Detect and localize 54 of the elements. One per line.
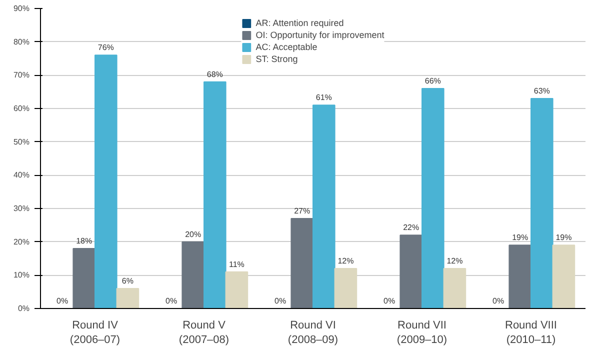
data-label: 20% — [185, 230, 202, 239]
bar — [72, 248, 96, 308]
data-label: 0% — [56, 296, 68, 306]
y-tick-label: 90% — [13, 4, 30, 13]
data-label: 61% — [316, 93, 332, 102]
legend-label: OI: Opportunity for improvement — [256, 30, 384, 40]
data-label: 0% — [274, 296, 286, 306]
y-tick-label: 70% — [13, 70, 30, 80]
bar — [182, 241, 204, 308]
data-label: 76% — [98, 43, 114, 52]
x-tick-label: Round VIII (2010–11) — [505, 320, 557, 346]
data-label: 66% — [424, 76, 441, 86]
bar — [225, 271, 248, 308]
data-label: 6% — [122, 276, 134, 286]
data-label: 0% — [384, 296, 396, 306]
bar — [443, 268, 466, 308]
data-label: 12% — [338, 256, 354, 266]
data-label: 0% — [492, 296, 504, 306]
data-label: 22% — [403, 223, 420, 232]
x-tick-label: Round VII (2009–10) — [396, 320, 448, 346]
y-tick-label: 20% — [13, 237, 30, 246]
bar — [552, 244, 576, 308]
y-tick-label: 50% — [13, 137, 30, 146]
y-tick-label: 30% — [13, 204, 30, 213]
legend-label: AR: Attention required — [256, 18, 344, 28]
bar — [290, 218, 314, 308]
data-label: 19% — [556, 233, 572, 242]
data-label: 12% — [446, 256, 463, 266]
bar — [312, 104, 336, 308]
bar — [508, 244, 532, 308]
data-label: 63% — [534, 86, 550, 96]
y-tick-label: 10% — [13, 270, 30, 280]
x-tick-label: Round V (2007–08) — [178, 320, 230, 346]
data-label: 11% — [228, 260, 244, 269]
data-label: 68% — [206, 70, 223, 79]
y-tick-label: 60% — [13, 104, 30, 113]
bar — [334, 268, 358, 308]
bar — [400, 234, 422, 308]
data-label: 27% — [294, 206, 310, 216]
bar — [116, 288, 140, 308]
data-label: 18% — [76, 236, 92, 246]
bar — [422, 88, 444, 308]
bar — [204, 81, 226, 308]
data-label: 0% — [166, 296, 178, 306]
legend-label: AC: Acceptable — [256, 42, 318, 52]
y-tick-label: 40% — [13, 170, 30, 180]
bar — [94, 54, 118, 308]
x-tick-label: Round IV (2006–07) — [70, 320, 120, 346]
x-tick-label: Round VI (2008–09) — [288, 320, 338, 346]
y-tick-label: 80% — [13, 37, 30, 46]
y-tick-label: 0% — [18, 304, 30, 313]
bar — [530, 98, 554, 308]
legend-label: ST: Strong — [256, 54, 298, 64]
data-label: 19% — [512, 233, 528, 242]
